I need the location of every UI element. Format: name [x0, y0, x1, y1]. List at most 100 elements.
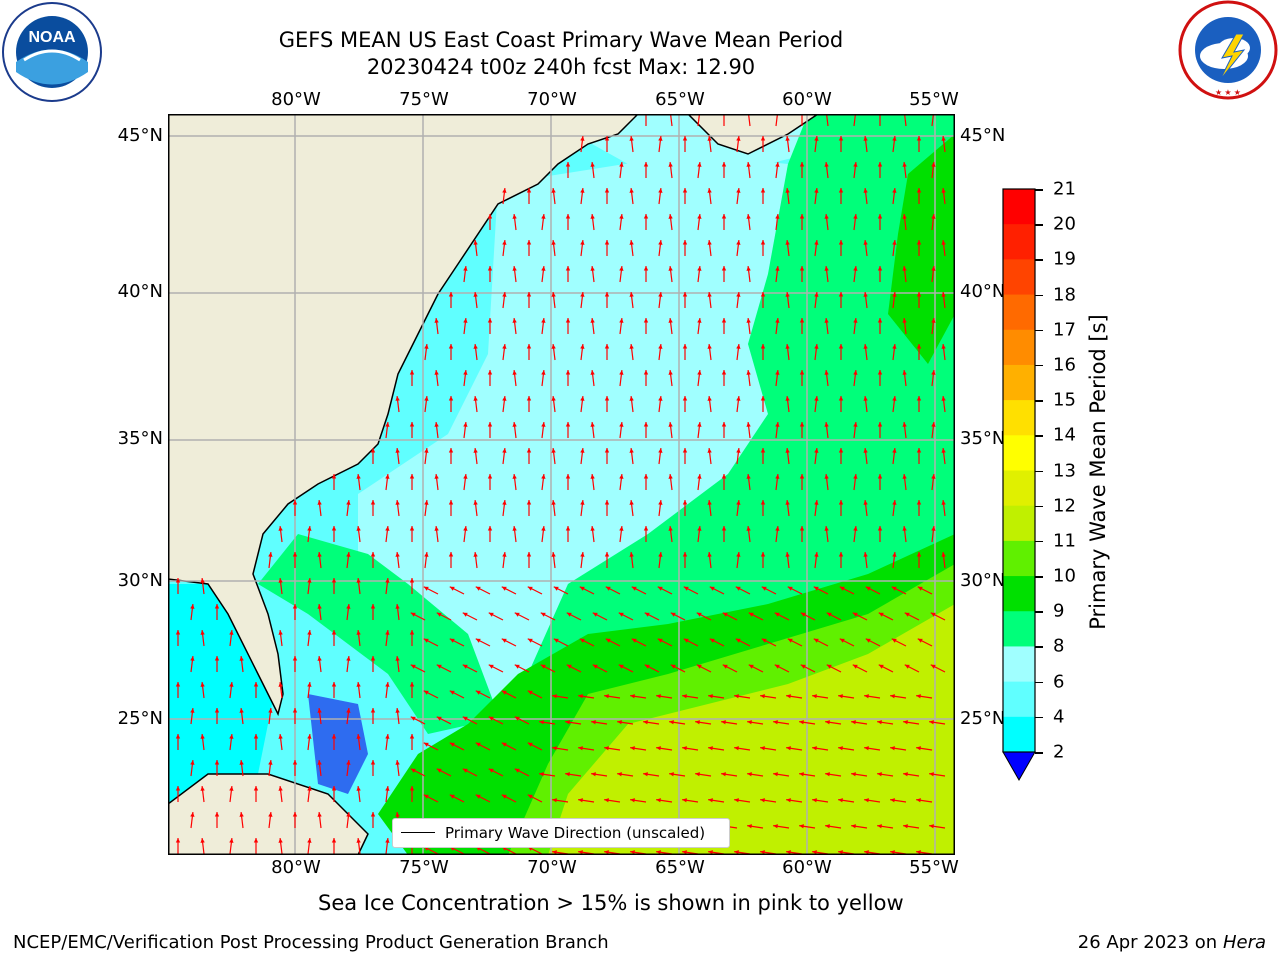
- wave-arrow-head: [878, 612, 884, 617]
- wave-arrow-head: [786, 850, 791, 855]
- wave-arrow-head: [721, 772, 726, 777]
- wave-arrow-head: [682, 746, 687, 751]
- wave-arrow: [775, 114, 779, 127]
- wave-arrow-head: [931, 422, 936, 427]
- wave-arrow-head: [853, 474, 858, 479]
- wave-arrow-head: [424, 396, 429, 401]
- wave-arrow-head: [931, 370, 936, 375]
- wave-arrow-head: [578, 798, 583, 803]
- sea-ice-caption: Sea Ice Concentration > 15% is shown in …: [318, 891, 904, 915]
- colorbar-label: Primary Wave Mean Period [s]: [1086, 314, 1110, 630]
- wave-arrow-head: [370, 760, 376, 765]
- wave-arrow-head: [592, 664, 598, 669]
- wave-arrow-head: [200, 682, 205, 687]
- wave-arrow-head: [541, 370, 546, 375]
- wave-arrow-head: [346, 812, 351, 817]
- wave-arrow-head: [931, 474, 936, 479]
- colorbar-segment: [1003, 611, 1035, 647]
- wave-arrow-head: [760, 188, 766, 193]
- wave-arrow-head: [643, 162, 649, 167]
- wave-arrow-head: [578, 746, 583, 751]
- wave-arrow-head: [734, 850, 739, 855]
- wave-arrow-head: [502, 240, 507, 245]
- wave-arrow-head: [566, 664, 572, 669]
- wave-arrow-head: [736, 188, 741, 193]
- colorbar-tick-mark: [1035, 576, 1043, 578]
- wave-arrow-head: [813, 586, 819, 591]
- wave-arrow-head: [580, 448, 585, 453]
- lon-tick-bottom: 80°W: [271, 857, 321, 878]
- colorbar-tick-label: 9: [1053, 600, 1065, 622]
- wave-arrow-head: [463, 266, 468, 271]
- wave-arrow-head: [760, 240, 766, 245]
- wave-arrow-head: [580, 396, 585, 401]
- wave-arrow-head: [668, 266, 673, 271]
- wave-arrow-head: [892, 292, 897, 297]
- wave-arrow-head: [475, 638, 481, 643]
- wave-arrow-head: [658, 344, 663, 349]
- lon-tick-top: 75°W: [399, 89, 449, 110]
- wave-arrow-head: [825, 720, 830, 725]
- colorbar-segment: [1003, 576, 1035, 612]
- wave-arrow-head: [851, 824, 856, 829]
- wave-arrow-head: [736, 344, 741, 349]
- wave-arrow-head: [473, 292, 478, 297]
- wave-arrow-head: [317, 708, 322, 713]
- wave-arrow-head: [526, 396, 532, 401]
- wave-arrow-head: [697, 266, 702, 271]
- wave-arrow-head: [658, 292, 663, 297]
- wave-arrow-head: [541, 214, 546, 219]
- wave-arrow-head: [317, 760, 322, 765]
- wave-arrow-head: [200, 734, 205, 739]
- wave-arrow-head: [916, 188, 922, 193]
- wave-arrow-head: [565, 474, 571, 479]
- wave-arrow-head: [773, 772, 778, 777]
- wave-arrow-head: [629, 344, 634, 349]
- colorbar-segment: [1003, 294, 1035, 331]
- wave-arrow-head: [200, 786, 205, 791]
- wave-arrow-head: [385, 526, 390, 531]
- colorbar-tick-label: 13: [1053, 460, 1076, 481]
- wave-arrow-head: [643, 474, 649, 479]
- wave-arrow-head: [501, 586, 507, 591]
- wave-arrow-head: [814, 136, 819, 141]
- wave-arrow-head: [734, 746, 739, 751]
- wave-arrow-head: [825, 772, 830, 777]
- wave-arrow-head: [551, 500, 556, 505]
- wave-arrow-head: [799, 422, 805, 427]
- wave-arrow-head: [579, 638, 585, 643]
- wave-arrow-head: [643, 318, 649, 323]
- wave-arrow-head: [331, 578, 337, 583]
- colorbar-segment: [1003, 505, 1035, 542]
- wave-arrow-head: [630, 850, 635, 855]
- wave-arrow-head: [565, 720, 570, 725]
- wave-arrow-head: [463, 422, 468, 427]
- wave-arrow-head: [736, 500, 741, 505]
- wave-arrow-head: [436, 612, 442, 617]
- wave-arrow-head: [551, 292, 556, 297]
- wave-period-map: [168, 114, 955, 855]
- colorbar-segment: [1003, 400, 1035, 436]
- wave-arrow-head: [423, 742, 429, 747]
- wave-arrow-head: [565, 266, 571, 271]
- wave-arrow-head: [656, 850, 661, 855]
- wave-arrow-head: [929, 772, 934, 777]
- wave-arrow-head: [838, 240, 844, 245]
- wave-arrow-head: [239, 656, 244, 661]
- wave-arrow-head: [878, 664, 884, 669]
- wave-arrow-head: [877, 162, 883, 167]
- wave-arrow-head: [785, 344, 790, 349]
- wave-arrow-head: [863, 292, 868, 297]
- wave-arrow-head: [826, 664, 832, 669]
- wave-arrow-head: [786, 798, 791, 803]
- wave-arrow-head: [746, 370, 751, 375]
- lat-tick-left: 35°N: [117, 428, 163, 449]
- lat-tick-left: 25°N: [117, 708, 163, 729]
- wave-arrow-head: [760, 694, 765, 699]
- wave-arrow-head: [877, 422, 883, 427]
- wave-arrow-head: [708, 746, 713, 751]
- wave-arrow-head: [799, 824, 804, 829]
- wave-arrow-head: [682, 500, 688, 505]
- wave-arrow-head: [553, 638, 559, 643]
- wave-arrow-head: [590, 318, 595, 323]
